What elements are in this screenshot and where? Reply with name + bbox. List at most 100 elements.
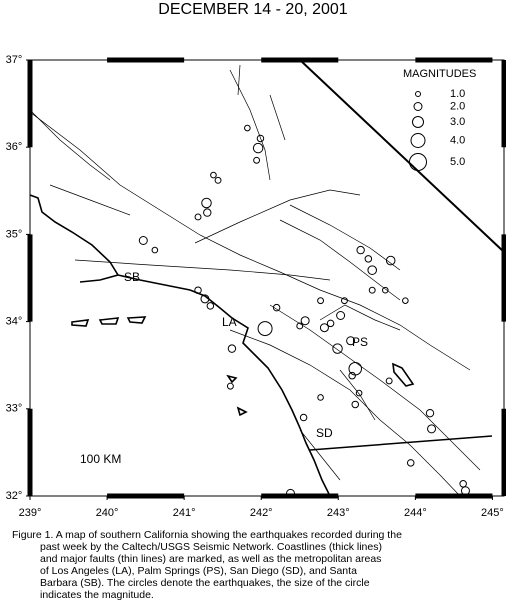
earthquake <box>326 319 335 328</box>
earthquake <box>427 424 437 434</box>
earthquake <box>355 389 363 397</box>
island <box>71 316 248 417</box>
x-tick-label: 243° <box>327 507 350 519</box>
legend-label: 5.0 <box>450 156 465 168</box>
fault <box>30 109 131 216</box>
earthquake <box>364 255 373 263</box>
earthquake <box>257 321 273 337</box>
earthquake <box>341 297 348 305</box>
earthquake <box>151 246 159 254</box>
fault <box>319 304 401 331</box>
caption-line: indicates the magnitude. <box>40 589 154 601</box>
x-tick-label: 242° <box>250 507 273 519</box>
scale-label: 100 KM <box>80 452 121 466</box>
earthquake <box>300 316 310 326</box>
earthquake <box>406 459 415 467</box>
dynamic-layer: 239° 240° 241° 242° 243° 244° 245° 32° 33° 34° 35°… <box>6 54 506 601</box>
earthquake <box>296 322 304 330</box>
fault <box>229 64 286 181</box>
x-tick-label: 245° <box>481 507 504 519</box>
x-tick-label: 241° <box>173 507 196 519</box>
earthquake <box>356 245 365 255</box>
y-tick-label: 34° <box>6 316 23 328</box>
earthquake <box>210 171 217 179</box>
legend-circle <box>409 153 427 171</box>
earthquake <box>348 371 356 380</box>
caption-line: of Los Angeles (LA), Palm Springs (PS), … <box>40 565 357 577</box>
y-tick-label: 37° <box>6 54 23 66</box>
y-tick-label: 33° <box>6 403 23 415</box>
legend-title: MAGNITUDES <box>403 68 476 80</box>
earthquake <box>138 236 148 246</box>
earthquake <box>317 297 325 305</box>
earthquake <box>194 213 202 221</box>
legend-label: 1.0 <box>450 88 465 100</box>
earthquake <box>256 134 265 143</box>
y-tick-label: 32° <box>6 490 23 502</box>
map-features <box>30 60 504 496</box>
earthquake <box>206 302 215 310</box>
earthquake <box>425 408 435 418</box>
fault <box>229 329 461 496</box>
place-label: SD <box>316 426 333 440</box>
earthquake <box>194 286 202 294</box>
caption-line: Barbara (SB). The circles denote the ear… <box>40 577 370 589</box>
y-tick-label: 36° <box>6 141 23 153</box>
fault <box>30 111 471 371</box>
caption-line: Figure 1. A map of southern California s… <box>12 529 402 541</box>
earthquake <box>317 394 324 401</box>
earthquake <box>244 124 251 132</box>
earthquake <box>368 286 376 294</box>
fault <box>269 304 481 471</box>
caption-line: and major faults (thin lines) are marked… <box>40 553 381 565</box>
international-border <box>309 435 493 451</box>
fault <box>299 369 376 481</box>
earthquake <box>385 377 393 385</box>
map-frame <box>29 59 505 497</box>
earthquake <box>402 297 409 304</box>
earthquake <box>299 413 308 422</box>
x-tick-label: 244° <box>404 507 427 519</box>
place-label: PS <box>352 335 368 349</box>
earthquake <box>286 488 296 498</box>
earthquake <box>319 323 329 333</box>
x-tick-label: 240° <box>96 507 119 519</box>
fault <box>279 219 401 301</box>
earthquake <box>200 294 210 304</box>
fault <box>74 259 331 281</box>
legend-label: 2.0 <box>450 100 465 112</box>
earthquake <box>227 344 237 353</box>
earthquake <box>385 255 396 266</box>
y-tick-label: 35° <box>6 228 23 240</box>
earthquake <box>332 343 343 354</box>
earthquake <box>336 310 346 320</box>
earthquake <box>214 176 222 184</box>
legend-circle <box>415 91 421 97</box>
salton-sea <box>392 362 415 387</box>
legend-circle <box>410 133 426 148</box>
earthquake <box>460 486 470 496</box>
earthquake <box>201 197 212 209</box>
earthquake <box>346 336 356 346</box>
title: DECEMBER 14 - 20, 2001 <box>158 1 348 18</box>
earthquake <box>252 142 264 154</box>
earthquake <box>351 400 359 409</box>
x-tick-label: 239° <box>19 507 42 519</box>
fault <box>289 204 401 271</box>
place-label: LA <box>222 315 237 329</box>
earthquake <box>272 303 281 312</box>
legend-circle <box>413 102 423 111</box>
earthquake <box>203 208 212 217</box>
caption-line: past week by the Caltech/USGS Seismic Ne… <box>40 541 382 553</box>
earthquake <box>382 286 389 294</box>
legend-circle <box>412 116 424 128</box>
legend-label: 4.0 <box>450 134 465 146</box>
state-border <box>299 60 504 253</box>
earthquake <box>253 156 261 164</box>
legend-label: 3.0 <box>450 116 465 128</box>
place-label: SB <box>124 270 140 284</box>
earthquake <box>226 382 234 390</box>
earthquake <box>367 265 378 275</box>
coastline <box>30 194 331 496</box>
